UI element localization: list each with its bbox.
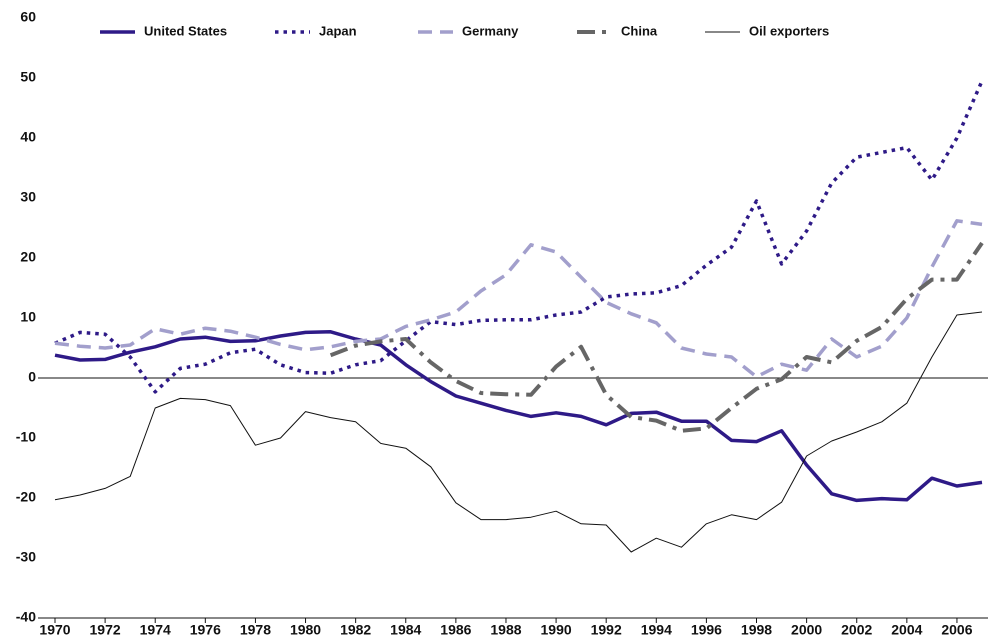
x-tick-label: 1982 [340, 622, 371, 638]
y-tick-label: 0 [28, 369, 36, 385]
y-tick-label: -30 [16, 549, 36, 565]
legend-label: Germany [462, 23, 519, 38]
x-tick-label: 1980 [290, 622, 321, 638]
x-tick-label: 1986 [440, 622, 471, 638]
y-tick-label: 10 [20, 309, 36, 325]
x-tick-label: 1998 [741, 622, 772, 638]
series-line [54, 219, 983, 379]
x-tick-label: 1992 [591, 622, 622, 638]
x-tick-label: 2002 [841, 622, 872, 638]
y-tick-label: 30 [20, 189, 36, 205]
series-line [329, 241, 984, 433]
x-tick-label: 1990 [541, 622, 572, 638]
series-line [54, 311, 983, 553]
x-tick-label: 1988 [490, 622, 521, 638]
y-tick-label: 50 [20, 69, 36, 85]
x-tick-label: 2000 [791, 622, 822, 638]
x-tick-label: 1972 [90, 622, 121, 638]
x-tick-label: 1974 [140, 622, 171, 638]
x-tick-label: 1970 [39, 622, 70, 638]
y-tick-label: 40 [20, 129, 36, 145]
y-tick-label: -40 [16, 609, 36, 625]
legend-label: Japan [319, 23, 357, 38]
legend-label: China [621, 23, 658, 38]
x-tick-label: 2006 [941, 622, 972, 638]
series-line [54, 330, 983, 503]
y-tick-label: 20 [20, 249, 36, 265]
x-tick-label: 1978 [240, 622, 271, 638]
legend-label: Oil exporters [749, 23, 829, 38]
x-tick-label: 2004 [891, 622, 922, 638]
y-tick-label: -10 [16, 429, 36, 445]
legend-label: United States [144, 23, 227, 38]
x-tick-label: 1984 [390, 622, 421, 638]
x-tick-label: 1976 [190, 622, 221, 638]
y-tick-label: 60 [20, 9, 36, 25]
x-tick-label: 1994 [641, 622, 672, 638]
y-tick-label: -20 [16, 489, 36, 505]
x-tick-label: 1996 [691, 622, 722, 638]
